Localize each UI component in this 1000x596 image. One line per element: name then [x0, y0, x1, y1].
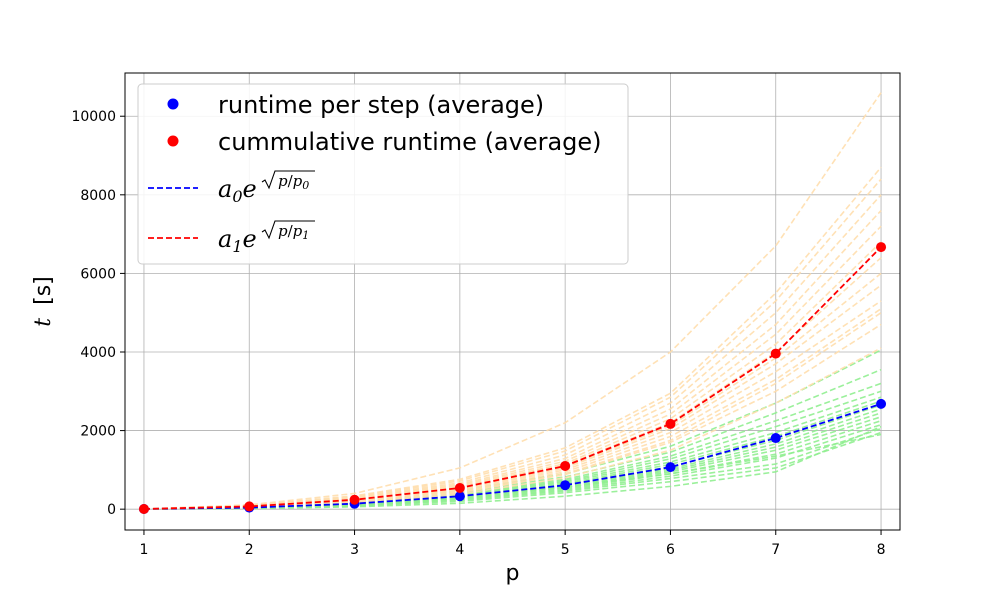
x-tick-label-6: 6 [666, 542, 675, 558]
series-1-point-5 [560, 460, 571, 471]
background-run-per_step-14 [143, 425, 882, 510]
legend: runtime per step (average) cummulative r… [137, 83, 629, 265]
series-fit-line-3 [143, 246, 882, 510]
legend-label-runtime-per-step: runtime per step (average) [218, 91, 544, 119]
svg-text:a1e: a1e [218, 225, 257, 256]
y-tick-label-6000: 6000 [80, 266, 116, 282]
legend-label-fit-cumulative: a1e p/p1 [218, 220, 315, 256]
x-tick-label-7: 7 [771, 542, 780, 558]
svg-text:p/p0: p/p0 [278, 172, 309, 192]
series-0-point-4 [454, 491, 465, 502]
series-1-point-2 [244, 501, 255, 512]
x-tick-label-4: 4 [455, 542, 464, 558]
x-axis-title: p [506, 561, 520, 586]
x-tick-label-8: 8 [877, 542, 886, 558]
plot-frame [124, 72, 901, 531]
series-0-point-8 [876, 398, 887, 409]
x-tick-label-2: 2 [245, 542, 254, 558]
series-fit-line-2 [143, 403, 882, 510]
background-run-per_step-5 [143, 412, 882, 510]
y-tick-label-10000: 10000 [71, 109, 116, 125]
series-1-point-7 [770, 348, 781, 359]
legend-marker-cumulative-runtime [167, 135, 179, 147]
legend-frame [137, 83, 629, 265]
x-tick-label-1: 1 [139, 542, 148, 558]
legend-label-fit-per-step: a0e p/p0 [218, 170, 315, 206]
svg-text:a0e: a0e [218, 175, 257, 206]
series-1-point-8 [876, 242, 887, 253]
series-0-point-7 [770, 433, 781, 444]
series-layer [138, 242, 887, 514]
x-tick-label-5: 5 [561, 542, 570, 558]
x-tick-label-3: 3 [350, 542, 359, 558]
series-1-point-3 [349, 494, 360, 505]
y-axis-unit: [s] [31, 276, 56, 305]
series-1-point-4 [454, 482, 465, 493]
legend-marker-runtime-per-step [167, 98, 179, 110]
legend-label-cumulative-runtime: cummulative runtime (average) [218, 128, 602, 156]
y-tick-label-8000: 8000 [80, 188, 116, 204]
series-0-point-5 [560, 480, 571, 491]
y-tick-label-4000: 4000 [80, 345, 116, 361]
series-1-point-6 [665, 418, 676, 429]
background-run-cumulative-12 [143, 166, 882, 510]
series-1-point-1 [138, 503, 149, 514]
y-axis-variable: t [31, 318, 56, 327]
y-tick-label-0: 0 [107, 502, 116, 518]
axis-ticks: 1 2 3 4 5 6 7 8 0 2000 4000 6000 8000 10000 [71, 109, 885, 558]
series-0-point-6 [665, 462, 676, 473]
svg-text:p/p1: p/p1 [278, 222, 309, 242]
y-axis-title: t [s] [31, 276, 56, 326]
background-run-cumulative-13 [143, 92, 882, 510]
y-tick-label-2000: 2000 [80, 424, 116, 440]
